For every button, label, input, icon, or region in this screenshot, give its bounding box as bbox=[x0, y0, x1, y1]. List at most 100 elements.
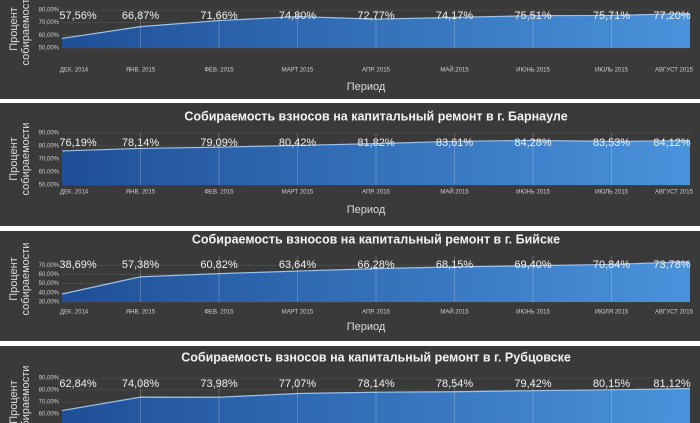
value-label: 73,78% bbox=[653, 259, 691, 271]
x-tick-label: ФЕВ. 2015 bbox=[204, 310, 234, 316]
value-label: 57,38% bbox=[122, 259, 160, 271]
value-label: 84,12% bbox=[653, 137, 691, 149]
value-label: 73,98% bbox=[200, 378, 238, 390]
value-label: 79,09% bbox=[200, 137, 238, 149]
x-tick-label: МАРТ 2015 bbox=[282, 68, 314, 74]
y-tick-label: 80,00% bbox=[39, 144, 60, 150]
value-label: 38,69% bbox=[59, 259, 97, 271]
value-label: 66,87% bbox=[122, 10, 160, 22]
x-tick-label: МАРТ 2015 bbox=[282, 190, 314, 196]
y-axis-title: собираемости bbox=[20, 0, 32, 65]
y-tick-label: 50,00% bbox=[39, 46, 60, 52]
y-tick-label: 60,00% bbox=[39, 412, 60, 418]
chart-title: Собираемость взносов на капитальный ремо… bbox=[184, 109, 567, 123]
x-tick-label: ЯНВ. 2015 bbox=[126, 190, 156, 196]
y-axis-title: Процент bbox=[8, 7, 20, 51]
chart-title: Собираемость взносов на капитальный ремо… bbox=[192, 232, 560, 246]
x-tick-label: ЯНВ. 2015 bbox=[126, 68, 156, 74]
value-label: 75,71% bbox=[593, 10, 631, 22]
x-tick-label: АВГУСТ 2015 bbox=[655, 190, 694, 196]
y-axis-title: собираемости bbox=[20, 123, 32, 196]
x-tick-label: ИЮНЬ 2015 bbox=[516, 310, 550, 316]
x-tick-label: ЯНВ. 2015 bbox=[126, 310, 156, 316]
line bbox=[61, 388, 691, 412]
value-label: 79,42% bbox=[514, 378, 552, 390]
y-tick-label: 70,00% bbox=[39, 20, 60, 26]
area bbox=[62, 261, 690, 302]
x-axis-title: Период bbox=[347, 81, 386, 93]
y-tick-label: 40,00% bbox=[39, 290, 60, 296]
value-label: 78,14% bbox=[357, 378, 395, 390]
value-label: 57,56% bbox=[59, 10, 97, 22]
x-axis-title: Период bbox=[347, 204, 386, 216]
x-tick-label: ИЮНЬ 2015 bbox=[516, 190, 550, 196]
value-label: 71,66% bbox=[200, 10, 238, 22]
y-tick-label: 70,00% bbox=[39, 157, 60, 163]
value-label: 81,12% bbox=[653, 378, 691, 390]
y-tick-label: 70,00% bbox=[39, 263, 60, 269]
value-label: 77,20% bbox=[653, 10, 691, 22]
y-tick-label: 30,00% bbox=[39, 300, 60, 306]
y-tick-label: 50,00% bbox=[39, 281, 60, 287]
y-tick-label: 60,00% bbox=[39, 272, 60, 278]
line bbox=[61, 139, 691, 152]
value-label: 83,61% bbox=[436, 137, 474, 149]
x-tick-label: ДЕК. 2014 bbox=[60, 190, 89, 196]
x-tick-label: АВГУСТ 2015 bbox=[655, 310, 694, 316]
y-tick-label: 60,00% bbox=[39, 33, 60, 39]
y-tick-label: 90,00% bbox=[39, 131, 60, 137]
value-label: 74,17% bbox=[436, 10, 474, 22]
value-label: 72,77% bbox=[357, 10, 395, 22]
y-tick-label: 90,00% bbox=[39, 376, 60, 382]
area bbox=[62, 13, 690, 48]
y-axis-title: Процент bbox=[8, 137, 20, 181]
value-label: 66,28% bbox=[357, 259, 395, 271]
value-label: 77,07% bbox=[279, 378, 317, 390]
x-axis-title: Период bbox=[347, 321, 386, 333]
x-tick-label: ФЕВ. 2015 bbox=[204, 190, 234, 196]
value-label: 62,84% bbox=[59, 378, 97, 390]
value-label: 83,53% bbox=[593, 137, 631, 149]
area bbox=[62, 140, 690, 185]
y-tick-label: 80,00% bbox=[39, 388, 60, 394]
x-tick-label: ИЮЛЬ 2015 bbox=[595, 190, 629, 196]
line bbox=[61, 261, 691, 295]
value-label: 74,08% bbox=[122, 378, 160, 390]
chart-title: Собираемость взносов на капитальный ремо… bbox=[181, 350, 571, 364]
y-tick-label: 70,00% bbox=[39, 400, 60, 406]
value-label: 78,14% bbox=[122, 137, 160, 149]
value-label: 70,84% bbox=[593, 259, 631, 271]
value-label: 81,82% bbox=[357, 137, 395, 149]
x-tick-label: АПР. 2015 bbox=[362, 310, 390, 316]
x-tick-label: ИЮЛЬ 2015 bbox=[595, 68, 629, 74]
value-label: 76,19% bbox=[59, 137, 97, 149]
x-tick-label: МАЙ.2015 bbox=[440, 308, 469, 316]
value-label: 80,15% bbox=[593, 378, 631, 390]
x-tick-label: ФЕВ. 2015 bbox=[204, 68, 234, 74]
x-tick-label: ИЮНЬ 2015 bbox=[516, 68, 550, 74]
x-tick-label: АПР. 2015 bbox=[362, 68, 390, 74]
value-label: 69,40% bbox=[514, 259, 552, 271]
x-tick-label: МАРТ 2015 bbox=[282, 310, 314, 316]
value-label: 68,15% bbox=[436, 259, 474, 271]
x-tick-label: МАЙ.2015 bbox=[440, 188, 469, 196]
value-label: 78,54% bbox=[436, 378, 474, 390]
y-tick-label: 60,00% bbox=[39, 170, 60, 176]
value-label: 80,42% bbox=[279, 137, 317, 149]
x-tick-label: ДЕК. 2014 bbox=[60, 68, 89, 74]
value-label: 74,80% bbox=[279, 10, 317, 22]
x-tick-label: МАЙ.2015 bbox=[440, 66, 469, 74]
y-axis-title: Процент bbox=[8, 380, 20, 423]
x-tick-label: АПР. 2015 bbox=[362, 190, 390, 196]
y-tick-label: 80,00% bbox=[39, 8, 60, 14]
x-tick-label: ДЕК. 2014 bbox=[60, 310, 89, 316]
y-axis-title: собираемости bbox=[20, 243, 32, 316]
x-tick-label: АВГУСТ 2015 bbox=[655, 68, 694, 74]
value-label: 75,51% bbox=[514, 10, 552, 22]
y-axis-title: Процент bbox=[8, 257, 20, 301]
value-label: 84,28% bbox=[514, 137, 552, 149]
line bbox=[61, 12, 691, 40]
y-axis-title: собираемости bbox=[20, 366, 32, 423]
value-label: 60,82% bbox=[200, 259, 238, 271]
